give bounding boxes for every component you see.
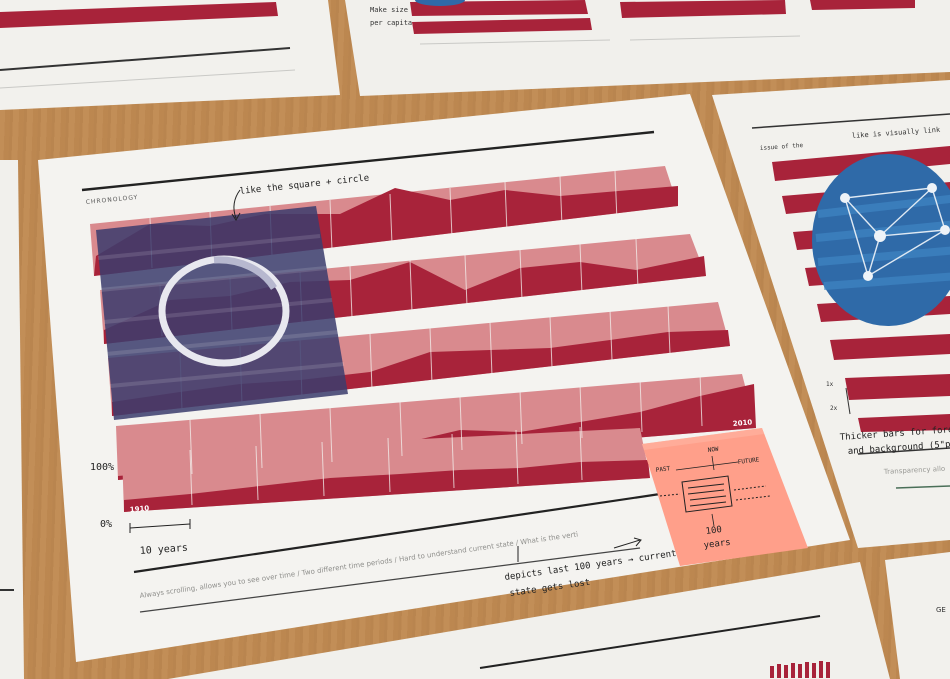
network-node bbox=[840, 193, 850, 203]
canton-square bbox=[96, 206, 348, 420]
sticky-sketch-box bbox=[659, 475, 771, 513]
decade-gridlines bbox=[149, 170, 703, 506]
network-globe bbox=[812, 154, 950, 326]
top-sheet-note-2: per capita bbox=[370, 19, 412, 27]
network-node bbox=[863, 271, 873, 281]
axis-0-label: 0% bbox=[100, 519, 112, 530]
network-node bbox=[927, 183, 937, 193]
right-note-axis-1: 1x bbox=[826, 381, 834, 388]
left-edge-sheet bbox=[0, 160, 24, 679]
right-note-axis-2: 2x bbox=[830, 405, 838, 412]
sticky-count: 100 bbox=[705, 525, 722, 537]
sticky-note: NOW PAST FUTURE 100 years bbox=[642, 428, 808, 566]
network-node bbox=[874, 230, 886, 242]
sticky-label-now: NOW bbox=[707, 446, 719, 454]
year-end-label: 2010 bbox=[732, 418, 752, 428]
corner-sheet-label: GE bbox=[936, 606, 946, 614]
canton-bands bbox=[97, 234, 345, 388]
year-start-label: 1910 bbox=[129, 504, 149, 514]
scale-marker bbox=[129, 519, 191, 533]
network-node bbox=[940, 225, 950, 235]
top-center-sheet: Make size per capita bbox=[345, 0, 950, 96]
main-sheet: CHRONOLOGY bbox=[38, 94, 850, 662]
sticky-label-future: FUTURE bbox=[737, 456, 760, 466]
top-sheet-note-1: Make size bbox=[370, 6, 408, 14]
bottom-rule bbox=[133, 492, 661, 574]
stripe-5 bbox=[122, 428, 650, 512]
right-sheet: like is visually link issue of the 1x 2x… bbox=[712, 80, 950, 548]
bottom-sheet bbox=[168, 562, 890, 679]
circle-ring-segment bbox=[213, 256, 277, 290]
right-note-top-2: issue of the bbox=[760, 142, 804, 152]
bottom-right-sheet: GE bbox=[885, 552, 950, 679]
top-left-sheet bbox=[0, 0, 340, 110]
sticky-label-past: PAST bbox=[655, 465, 671, 474]
right-caption: Transparency allo bbox=[883, 465, 946, 476]
top-rule bbox=[81, 130, 655, 192]
scale-label: 10 years bbox=[139, 543, 188, 557]
axis-100-label: 100% bbox=[90, 462, 114, 473]
sticky-unit: years bbox=[703, 538, 731, 551]
